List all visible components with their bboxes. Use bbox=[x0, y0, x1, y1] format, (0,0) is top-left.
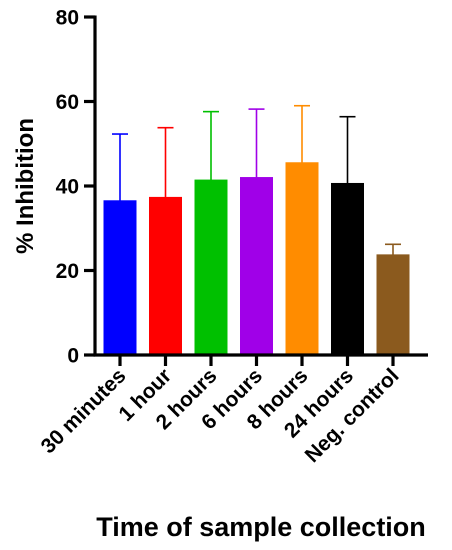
error-bar bbox=[157, 126, 174, 198]
y-tick-label: 60 bbox=[56, 91, 79, 114]
error-bar bbox=[248, 108, 265, 178]
bar bbox=[285, 162, 319, 356]
error-bar bbox=[385, 243, 401, 255]
error-bar bbox=[112, 133, 128, 201]
x-ticks-layer bbox=[118, 355, 395, 366]
bar bbox=[194, 179, 228, 356]
error-bar bbox=[294, 104, 310, 163]
error-bar bbox=[339, 115, 356, 184]
y-tick-label: 0 bbox=[67, 345, 79, 368]
bars-layer bbox=[103, 162, 410, 356]
bar bbox=[376, 254, 410, 356]
y-tick-label: 80 bbox=[56, 7, 79, 30]
error-bar bbox=[203, 110, 219, 181]
y-tick-label: 40 bbox=[56, 176, 79, 199]
error-bars-layer bbox=[112, 104, 401, 255]
y-axis-title: % Inhibition bbox=[12, 118, 39, 254]
bar bbox=[103, 200, 137, 356]
bar bbox=[331, 182, 364, 356]
y-tick-label: 20 bbox=[56, 260, 79, 283]
bar bbox=[240, 177, 273, 356]
y-ticks-layer: 0 20 40 60 80 bbox=[56, 7, 95, 368]
x-axis-title: Time of sample collection bbox=[96, 512, 426, 542]
bar bbox=[149, 196, 182, 356]
